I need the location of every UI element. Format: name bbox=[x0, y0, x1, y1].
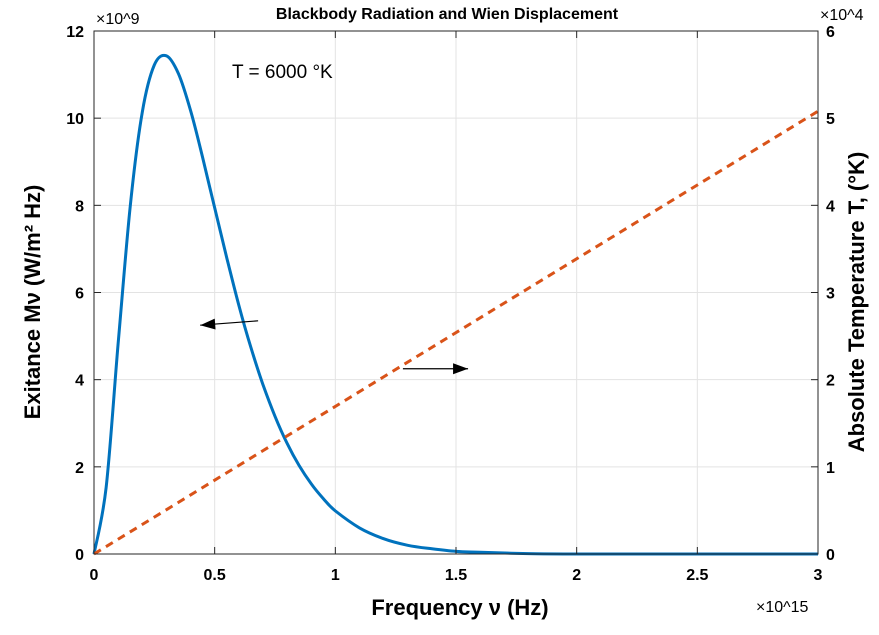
temperature-line bbox=[93, 109, 819, 556]
grid bbox=[93, 30, 819, 555]
x-exponent: ×10^15 bbox=[756, 599, 809, 616]
x-tick-label: 1.5 bbox=[445, 567, 467, 584]
x-axis-label: Frequency ν (Hz) bbox=[371, 595, 548, 620]
x-tick-label: 2 bbox=[572, 567, 581, 584]
ticks bbox=[93, 30, 819, 555]
x-tick-label: 2.5 bbox=[686, 567, 708, 584]
y-left-axis-label: Exitance Mν (W/m² Hz) bbox=[20, 185, 45, 420]
arrow-head bbox=[453, 363, 469, 375]
exitance-curve bbox=[92, 53, 818, 556]
x-tick-label: 3 bbox=[814, 567, 823, 584]
y-left-tick-label: 4 bbox=[75, 373, 84, 390]
y-right-tick-label: 4 bbox=[826, 198, 835, 215]
y-left-tick-label: 12 bbox=[66, 24, 84, 41]
y-left-tick-label: 2 bbox=[75, 460, 84, 477]
y-right-tick-label: 2 bbox=[826, 373, 835, 390]
y-right-exponent: ×10^4 bbox=[820, 7, 864, 24]
y-left-tick-label: 10 bbox=[66, 111, 84, 128]
y-right-tick-label: 5 bbox=[826, 111, 835, 128]
y-right-tick-label: 3 bbox=[826, 286, 835, 303]
y-left-exponent: ×10^9 bbox=[96, 11, 140, 28]
x-tick-label: 0 bbox=[90, 567, 99, 584]
y-right-axis-label: Absolute Temperature T, (°K) bbox=[844, 152, 869, 453]
arrows-layer bbox=[200, 318, 469, 375]
temperature-annotation: T = 6000 °K bbox=[232, 62, 333, 83]
y-right-tick-label: 0 bbox=[826, 547, 835, 564]
y-left-tick-label: 6 bbox=[75, 286, 84, 303]
x-tick-label: 1 bbox=[331, 567, 340, 584]
arrow-head bbox=[200, 318, 216, 330]
y-right-tick-label: 6 bbox=[826, 24, 835, 41]
chart-title: Blackbody Radiation and Wien Displacemen… bbox=[276, 6, 619, 23]
series-layer bbox=[92, 53, 819, 556]
y-right-tick-label: 1 bbox=[826, 460, 835, 477]
x-tick-label: 0.5 bbox=[204, 567, 226, 584]
y-left-tick-label: 0 bbox=[75, 547, 84, 564]
y-left-tick-label: 8 bbox=[75, 198, 84, 215]
